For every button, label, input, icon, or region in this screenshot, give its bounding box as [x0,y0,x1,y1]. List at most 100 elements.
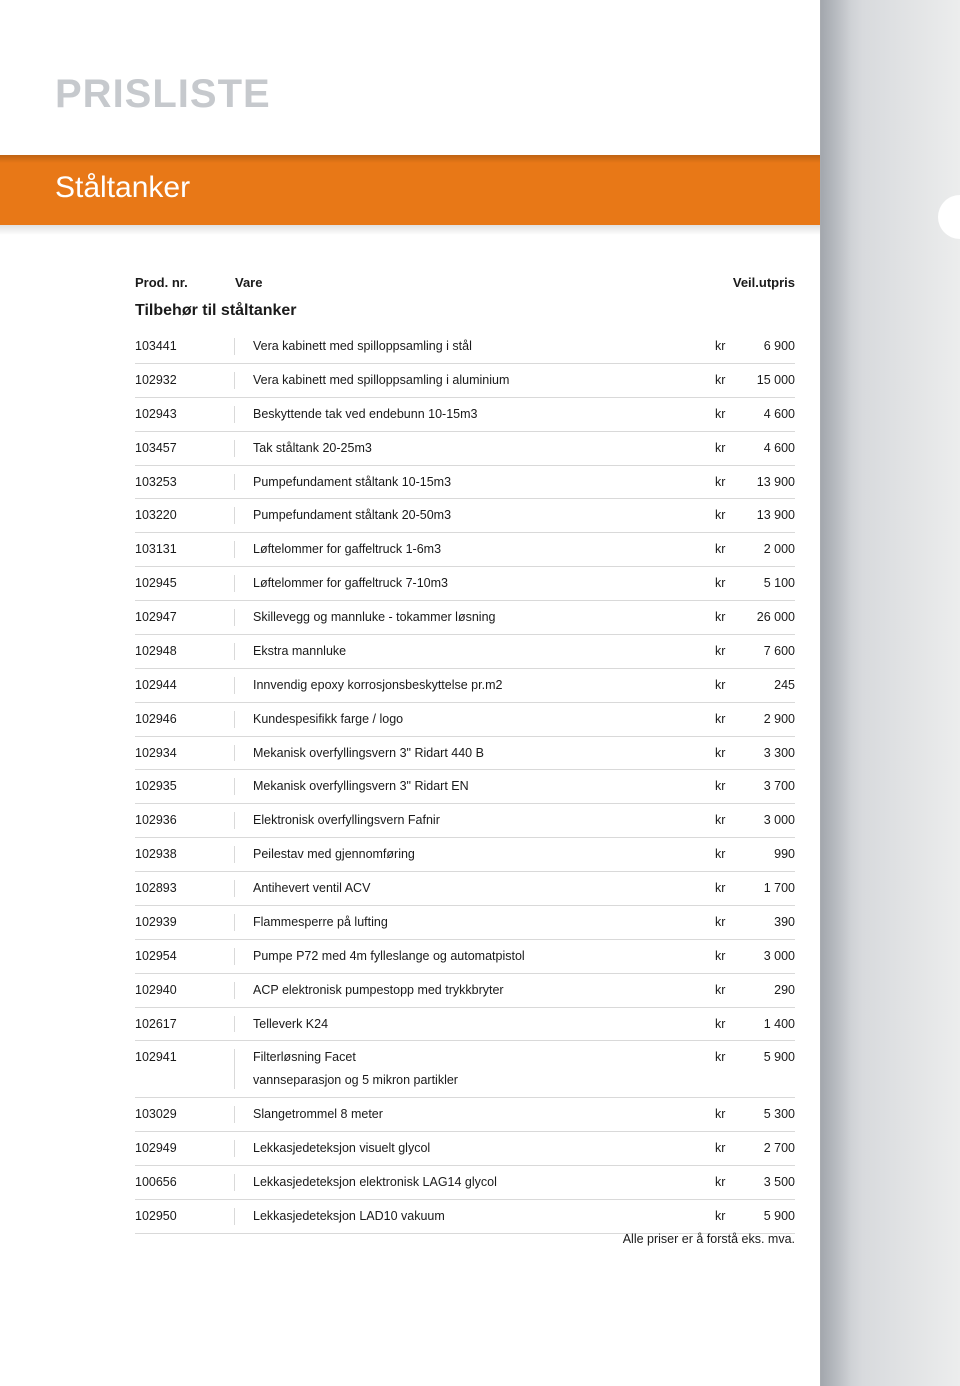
cell-price: kr1 700 [695,880,795,897]
cell-price: kr3 000 [695,812,795,829]
price-value: 245 [737,677,795,694]
currency-label: kr [715,846,737,863]
currency-label: kr [715,1140,737,1157]
currency-label: kr [715,677,737,694]
cell-prod: 102949 [135,1140,235,1157]
currency-label: kr [715,711,737,728]
table-row: 102940ACP elektronisk pumpestopp med try… [135,974,795,1008]
table-row: 102944Innvendig epoxy korrosjonsbeskytte… [135,669,795,703]
cell-price: kr7 600 [695,643,795,660]
table-row: 102947Skillevegg og mannluke - tokammer … [135,601,795,635]
table-row: 102935Mekanisk overfyllingsvern 3" Ridar… [135,770,795,804]
cell-prod: 102938 [135,846,235,863]
cell-desc: Lekkasjedeteksjon elektronisk LAG14 glyc… [235,1174,695,1191]
section-bar-shade-bottom [0,225,820,235]
cell-desc: Pumpefundament ståltank 10-15m3 [235,474,695,491]
cell-price: kr4 600 [695,440,795,457]
cell-desc: Tak ståltank 20-25m3 [235,440,695,457]
cell-price: kr3 700 [695,778,795,795]
cell-prod: 102617 [135,1016,235,1033]
price-value: 4 600 [737,440,795,457]
cell-desc: Filterløsning Facetvannseparasjon og 5 m… [235,1049,695,1089]
price-value: 3 700 [737,778,795,795]
cell-desc: Mekanisk overfyllingsvern 3" Ridart EN [235,778,695,795]
cell-desc: Innvendig epoxy korrosjonsbeskyttelse pr… [235,677,695,694]
col-header-vare: Vare [235,275,695,290]
cell-desc: Pumpefundament ståltank 20-50m3 [235,507,695,524]
table-row: 102938Peilestav med gjennomføringkr990 [135,838,795,872]
price-value: 1 400 [737,1016,795,1033]
table-subtitle: Tilbehør til ståltanker [135,298,795,330]
currency-label: kr [715,914,737,931]
cell-price: kr5 300 [695,1106,795,1123]
table-row: 102954Pumpe P72 med 4m fylleslange og au… [135,940,795,974]
cell-prod: 102932 [135,372,235,389]
cell-prod: 103131 [135,541,235,558]
currency-label: kr [715,575,737,592]
cell-prod: 102940 [135,982,235,999]
cell-price: kr5 900 [695,1208,795,1225]
cell-prod: 103457 [135,440,235,457]
price-value: 4 600 [737,406,795,423]
currency-label: kr [715,1106,737,1123]
cell-prod: 102939 [135,914,235,931]
cell-price: kr3 300 [695,745,795,762]
currency-label: kr [715,880,737,897]
col-header-price: Veil.utpris [695,275,795,290]
cell-prod: 102950 [135,1208,235,1225]
cell-price: kr13 900 [695,507,795,524]
cell-prod: 103220 [135,507,235,524]
section-title: Ståltanker [55,171,190,205]
section-bar-shade-top [0,155,820,163]
table-row: 102948Ekstra mannlukekr7 600 [135,635,795,669]
price-table: Prod. nr. Vare Veil.utpris Tilbehør til … [135,275,795,1234]
cell-prod: 102943 [135,406,235,423]
cell-price: kr15 000 [695,372,795,389]
currency-label: kr [715,778,737,795]
currency-label: kr [715,812,737,829]
currency-label: kr [715,1049,737,1066]
currency-label: kr [715,745,737,762]
cell-price: kr290 [695,982,795,999]
price-value: 7 600 [737,643,795,660]
price-value: 990 [737,846,795,863]
currency-label: kr [715,643,737,660]
table-row: 102950Lekkasjedeteksjon LAD10 vakuumkr5 … [135,1200,795,1234]
table-row: 102893Antihevert ventil ACVkr1 700 [135,872,795,906]
cell-price: kr5 900 [695,1049,795,1089]
cell-desc: Skillevegg og mannluke - tokammer løsnin… [235,609,695,626]
cell-desc: Peilestav med gjennomføring [235,846,695,863]
footer-note: Alle priser er å forstå eks. mva. [135,1232,795,1246]
table-row: 100656Lekkasjedeteksjon elektronisk LAG1… [135,1166,795,1200]
table-row: 103220Pumpefundament ståltank 20-50m3kr1… [135,499,795,533]
cell-price: kr13 900 [695,474,795,491]
cell-price: kr1 400 [695,1016,795,1033]
table-row: 102949Lekkasjedeteksjon visuelt glycolkr… [135,1132,795,1166]
cell-desc: Lekkasjedeteksjon visuelt glycol [235,1140,695,1157]
page-title: PRISLISTE [55,72,271,117]
table-row: 102936Elektronisk overfyllingsvern Fafni… [135,804,795,838]
cell-price: kr2 700 [695,1140,795,1157]
price-value: 13 900 [737,474,795,491]
price-value: 390 [737,914,795,931]
table-row: 102617Telleverk K24kr1 400 [135,1008,795,1042]
table-row: 103441Vera kabinett med spilloppsamling … [135,330,795,364]
currency-label: kr [715,1016,737,1033]
cell-prod: 102941 [135,1049,235,1089]
price-value: 2 000 [737,541,795,558]
price-value: 1 700 [737,880,795,897]
price-value: 3 300 [737,745,795,762]
table-body: 103441Vera kabinett med spilloppsamling … [135,330,795,1234]
cell-price: kr390 [695,914,795,931]
col-header-prod: Prod. nr. [135,275,235,290]
cell-prod: 102946 [135,711,235,728]
cell-price: kr990 [695,846,795,863]
currency-label: kr [715,507,737,524]
price-value: 26 000 [737,609,795,626]
price-value: 290 [737,982,795,999]
currency-label: kr [715,1208,737,1225]
cell-price: kr6 900 [695,338,795,355]
cell-sub-desc: vannseparasjon og 5 mikron partikler [253,1066,695,1089]
table-row: 102946Kundespesifikk farge / logokr2 900 [135,703,795,737]
cell-prod: 102947 [135,609,235,626]
